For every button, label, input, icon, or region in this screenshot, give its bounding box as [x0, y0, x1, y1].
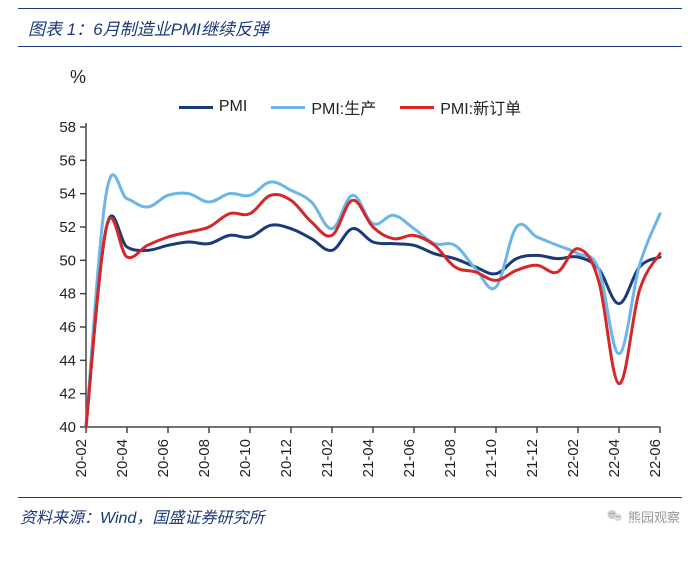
- y-tick-label: 40: [59, 419, 76, 436]
- legend-label: PMI:生产: [311, 95, 376, 119]
- x-tick-label: 22-02: [565, 439, 582, 477]
- legend-swatch: [271, 106, 305, 109]
- title-bar: 图表 1：6月制造业PMI继续反弹: [18, 8, 682, 47]
- legend-swatch: [400, 106, 434, 109]
- footer-bar: 资料来源：Wind，国盛证券研究所 熊园观察: [18, 497, 682, 528]
- x-tick-label: 20-08: [196, 439, 213, 477]
- y-tick-label: 56: [59, 152, 76, 169]
- watermark-text: 熊园观察: [628, 507, 680, 526]
- x-tick-label: 20-06: [155, 439, 172, 477]
- x-tick-label: 20-02: [73, 439, 90, 477]
- series-line: [86, 175, 660, 427]
- x-tick-label: 21-06: [401, 439, 418, 477]
- y-tick-label: 52: [59, 219, 76, 236]
- x-tick-label: 22-04: [606, 439, 623, 477]
- y-tick-label: 44: [59, 352, 76, 369]
- chart-area: % PMI PMI:生产 PMI:新订单 40 42 44 46 48 50 52 54 56 58 2…: [30, 67, 670, 487]
- legend-item: PMI:生产: [271, 95, 376, 119]
- x-tick-label: 20-10: [237, 439, 254, 477]
- x-tick-label: 21-08: [442, 439, 459, 477]
- legend-label: PMI: [219, 98, 247, 116]
- legend: PMI PMI:生产 PMI:新订单: [30, 95, 670, 119]
- y-tick-label: 58: [59, 119, 76, 136]
- y-axis-unit: %: [70, 67, 86, 88]
- y-tick-label: 46: [59, 319, 76, 336]
- legend-label: PMI:新订单: [440, 95, 521, 119]
- legend-item: PMI:新订单: [400, 95, 521, 119]
- source-text: 资料来源：Wind，国盛证券研究所: [20, 504, 264, 528]
- watermark: 熊园观察: [606, 507, 680, 526]
- y-tick-label: 50: [59, 252, 76, 269]
- y-tick-label: 54: [59, 186, 76, 203]
- legend-swatch: [179, 106, 213, 109]
- x-tick-label: 20-04: [114, 439, 131, 477]
- x-tick-label: 21-10: [483, 439, 500, 477]
- y-tick-label: 42: [59, 386, 76, 403]
- series-line: [86, 194, 660, 427]
- x-tick-label: 21-04: [360, 439, 377, 477]
- series-line: [86, 216, 660, 427]
- legend-item: PMI: [179, 95, 247, 119]
- wechat-icon: [606, 507, 624, 525]
- x-tick-label: 20-12: [278, 439, 295, 477]
- x-tick-label: 21-12: [524, 439, 541, 477]
- x-tick-label: 22-06: [647, 439, 664, 477]
- chart-container: 图表 1：6月制造业PMI继续反弹 % PMIPMI:生产PMI:新订单 404…: [0, 8, 700, 563]
- x-tick-label: 21-02: [319, 439, 336, 477]
- y-tick-label: 48: [59, 286, 76, 303]
- line-chart-svg: 40 42 44 46 48 50 52 54 56 58 20-02 20-04 20-06 20-08…: [30, 67, 670, 487]
- chart-title: 图表 1：6月制造业PMI继续反弹: [28, 20, 269, 39]
